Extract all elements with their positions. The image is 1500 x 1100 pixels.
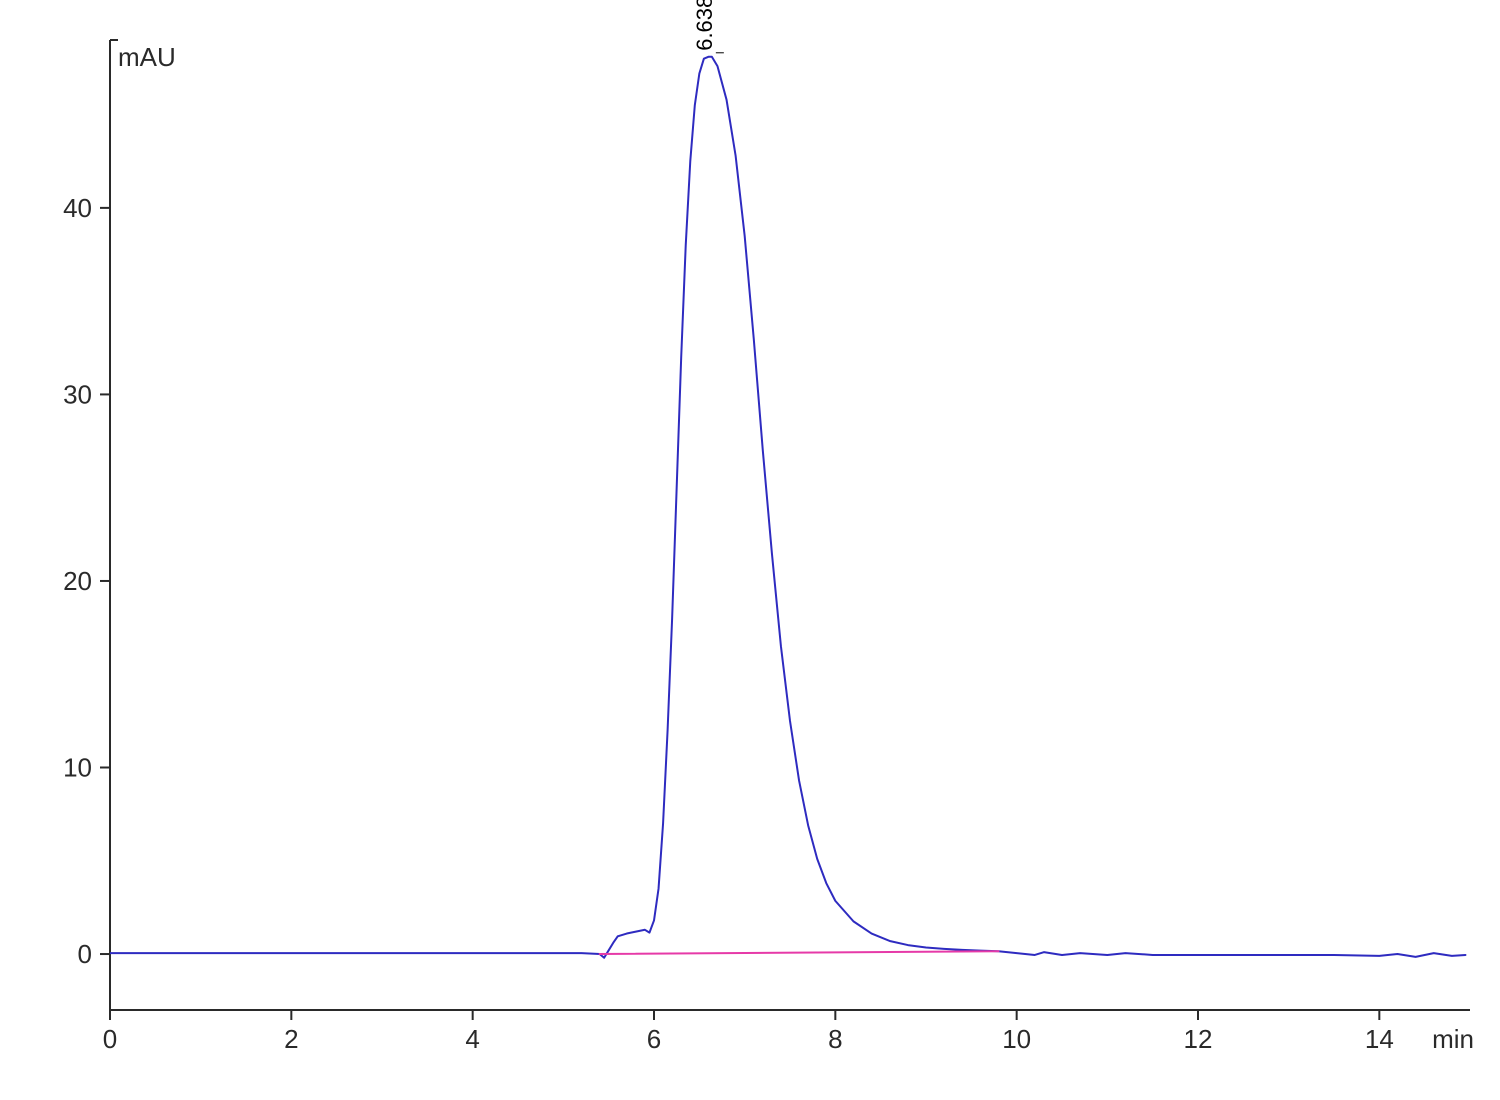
chromatogram-chart: 0 2 4 6 8 10 12 14 min 0 10 20 30 40 mAU 6.638 (0, 0, 1500, 1100)
x-axis-label: min (1432, 1024, 1474, 1054)
x-tick-label: 2 (284, 1024, 298, 1054)
series-signal (110, 57, 1465, 958)
y-tick-label: 0 (78, 939, 92, 969)
y-tick-label: 40 (63, 193, 92, 223)
x-tick-label: 14 (1365, 1024, 1394, 1054)
x-tick-label: 12 (1184, 1024, 1213, 1054)
x-tick-label: 0 (103, 1024, 117, 1054)
plot-area (110, 57, 1465, 958)
y-tick-label: 10 (63, 753, 92, 783)
x-tick-label: 8 (828, 1024, 842, 1054)
x-tick-label: 4 (465, 1024, 479, 1054)
svg-text:6.638: 6.638 (692, 0, 717, 51)
y-tick-label: 30 (63, 379, 92, 409)
peak-label: 6.638 (692, 0, 724, 53)
x-tick-label: 10 (1002, 1024, 1031, 1054)
y-tick-label: 20 (63, 566, 92, 596)
y-axis-label: mAU (118, 42, 176, 72)
x-tick-label: 6 (647, 1024, 661, 1054)
series-baseline (600, 951, 999, 954)
chart-svg: 0 2 4 6 8 10 12 14 min 0 10 20 30 40 mAU 6.638 (0, 0, 1500, 1100)
